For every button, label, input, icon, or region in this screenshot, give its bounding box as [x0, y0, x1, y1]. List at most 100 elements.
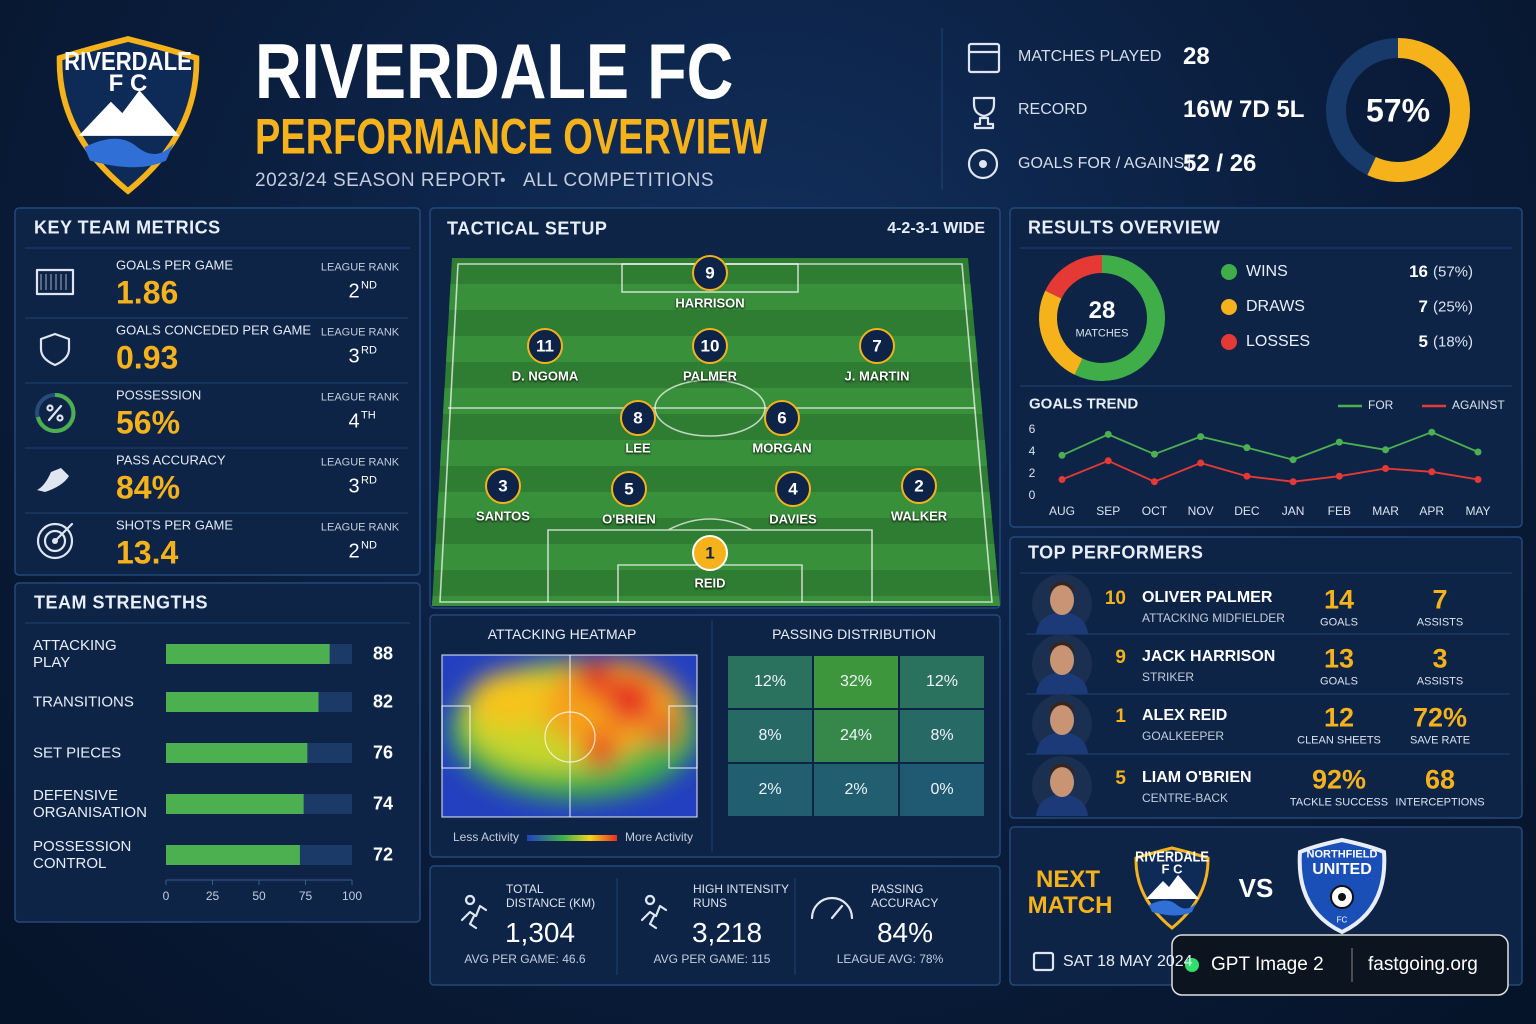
trend-point	[1289, 456, 1297, 464]
x-tick-label: NOV	[1187, 504, 1214, 519]
panel-title: TOP PERFORMERS	[1028, 542, 1204, 563]
metric-value: 13.4	[116, 534, 179, 571]
rank-label: LEAGUE RANK	[320, 521, 400, 534]
trend-point	[1382, 465, 1390, 472]
rank-suffix: ND	[361, 539, 377, 552]
rank-label: LEAGUE RANK	[320, 326, 400, 339]
y-tick-label: 4	[1028, 444, 1036, 459]
rank-label: LEAGUE RANK	[320, 261, 400, 274]
trend-point	[1150, 478, 1158, 486]
next-title: MATCH	[1027, 892, 1113, 920]
pass-label: 12%	[925, 672, 959, 690]
performer-stat: 92%	[1311, 764, 1367, 795]
rank: 2	[348, 540, 360, 563]
player-name: PALMER	[683, 368, 737, 384]
legend-label: FOR	[1368, 398, 1394, 413]
title: RIVERDALE FC	[255, 27, 734, 116]
stat-note: AVG PER GAME: 115	[653, 952, 771, 967]
performer-stat-label: INTERCEPTIONS	[1395, 796, 1485, 809]
performer-position: CENTRE-BACK	[1142, 791, 1229, 806]
trend-point	[1197, 459, 1205, 467]
player-number: 7	[872, 336, 881, 355]
performer-stat: 14	[1323, 584, 1355, 615]
performer-stat-label: ASSISTS	[1416, 675, 1464, 688]
bar-label: ATTACKING PLAY	[33, 636, 117, 671]
formation: 4-2-3-1 WIDE	[887, 219, 985, 237]
stat-note: AVG PER GAME: 46.6	[464, 952, 586, 967]
performer-stat: 13	[1323, 643, 1355, 674]
rank: 2	[348, 280, 360, 303]
player-disc	[764, 400, 800, 436]
bar-label: POSSESSION CONTROL	[33, 837, 132, 872]
trend-point	[1058, 451, 1066, 459]
player-name: D. NGOMA	[511, 368, 579, 384]
donut-total: 28	[1088, 297, 1116, 325]
pass-label: 0%	[930, 780, 954, 798]
pass-label: 8%	[930, 726, 954, 744]
x-tick-label: 25	[205, 889, 220, 904]
trend-point	[1058, 476, 1066, 483]
x-tick-label: AUG	[1048, 504, 1076, 519]
trend-point	[1474, 476, 1482, 483]
bar-value: 76	[373, 742, 394, 763]
trend-point	[1428, 428, 1436, 436]
summary-icons	[967, 42, 1001, 180]
pass-cell	[726, 762, 814, 818]
metric-label: GOALS CONCEDED PER GAME	[116, 322, 312, 338]
performer-stat: 68	[1424, 764, 1456, 795]
performer-stat-label: ASSISTS	[1416, 616, 1464, 629]
player-number: 2	[914, 476, 923, 495]
legend-label: AGAINST	[1452, 398, 1505, 413]
bar	[166, 692, 319, 712]
performer-stat: 3	[1432, 643, 1448, 674]
rank-label: LEAGUE RANK	[320, 391, 400, 404]
trend-point	[1474, 448, 1482, 456]
pass-label: 8%	[758, 726, 782, 744]
result-percent: (25%)	[1433, 298, 1474, 316]
pass-label: 2%	[758, 780, 782, 798]
player-name: J. MARTIN	[844, 368, 910, 384]
match-date: SAT 18 MAY 2024	[1063, 952, 1193, 970]
performer-stat: 72%	[1412, 702, 1468, 733]
player-disc	[692, 328, 728, 364]
performer-stat-label: SAVE RATE	[1409, 734, 1471, 747]
donut-segment	[1039, 290, 1083, 375]
summary-label: GOALS FOR / AGAINST	[1018, 154, 1195, 172]
player-number: 10	[701, 336, 720, 355]
x-tick-label: 0	[162, 889, 170, 904]
player-number: 4	[788, 479, 798, 498]
x-tick-label: 100	[341, 889, 363, 904]
stat-value: 1,304	[504, 916, 576, 948]
x-tick-label: SEP	[1096, 504, 1121, 519]
performer-name: OLIVER PALMER	[1142, 588, 1273, 606]
performer-stat-label: GOALS	[1320, 616, 1358, 629]
next-title: NEXT	[1035, 866, 1101, 894]
rank: 4	[348, 410, 360, 433]
performer-stat-label: GOALS	[1320, 675, 1358, 688]
x-tick-label: APR	[1419, 504, 1445, 519]
crest-name: RIVERDALE	[1135, 848, 1209, 866]
stat-label: HIGH INTENSITY RUNS	[693, 882, 789, 910]
panel-title: RESULTS OVERVIEW	[1028, 217, 1221, 238]
x-tick-label: FEB	[1327, 504, 1351, 519]
pass-label: 2%	[844, 780, 868, 798]
legend-high: More Activity	[625, 830, 694, 845]
panel-title: GOALS TREND	[1029, 395, 1139, 413]
player-number: 11	[536, 336, 554, 355]
player-name: WALKER	[890, 508, 948, 524]
metric-value: 0.93	[116, 339, 179, 376]
stat-value: 3,218	[691, 916, 763, 948]
x-tick-label: OCT	[1141, 504, 1168, 519]
result-value: 16	[1409, 262, 1428, 282]
panel-title: ATTACKING HEATMAP	[487, 625, 637, 642]
metric-label: SHOTS PER GAME	[116, 517, 234, 533]
metric-label: GOALS PER GAME	[116, 257, 234, 273]
legend-label: LOSSES	[1246, 332, 1311, 350]
donut-segment	[1074, 255, 1165, 381]
player-number: 3	[498, 476, 507, 495]
trend-point	[1197, 433, 1205, 441]
bar-label: DEFENSIVE ORGANISATION	[33, 786, 147, 821]
crest-away	[1297, 837, 1387, 935]
performer-number: 1	[1115, 706, 1126, 728]
